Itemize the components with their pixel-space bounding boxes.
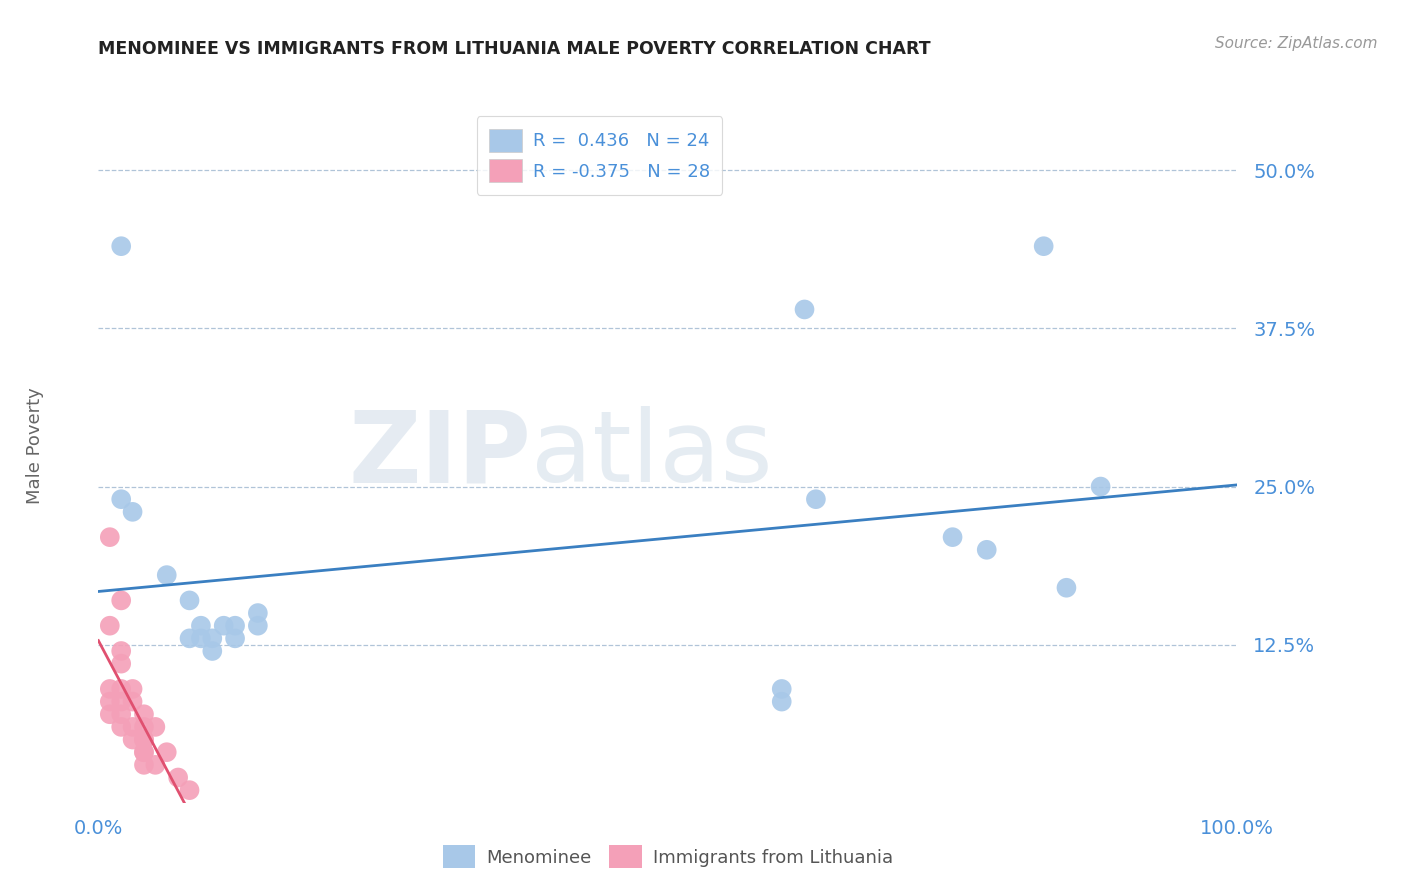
- Point: [212, 618, 235, 632]
- Point: [98, 695, 121, 709]
- Point: [246, 618, 269, 632]
- Point: [132, 757, 155, 772]
- Point: [110, 681, 132, 696]
- Point: [224, 618, 246, 632]
- Point: [179, 783, 201, 797]
- Point: [121, 720, 143, 734]
- Point: [110, 593, 132, 607]
- Point: [804, 492, 827, 507]
- Point: [1032, 239, 1054, 253]
- Point: [942, 530, 965, 544]
- Point: [224, 632, 246, 646]
- Point: [110, 657, 132, 671]
- Point: [132, 720, 155, 734]
- Point: [156, 745, 179, 759]
- Point: [201, 632, 224, 646]
- Point: [110, 644, 132, 658]
- Point: [121, 505, 143, 519]
- Point: [1054, 581, 1078, 595]
- Point: [121, 732, 143, 747]
- Point: [132, 732, 155, 747]
- Point: [246, 606, 269, 620]
- Point: [110, 695, 132, 709]
- Text: atlas: atlas: [531, 407, 773, 503]
- Point: [132, 707, 155, 722]
- Point: [1090, 479, 1112, 493]
- Point: [132, 732, 155, 747]
- Point: [132, 745, 155, 759]
- Point: [110, 492, 132, 507]
- Point: [145, 757, 167, 772]
- Point: [110, 239, 132, 253]
- Point: [167, 771, 190, 785]
- Point: [179, 593, 201, 607]
- Text: ZIP: ZIP: [349, 407, 531, 503]
- Legend: Menominee, Immigrants from Lithuania: Menominee, Immigrants from Lithuania: [434, 836, 901, 877]
- Point: [770, 695, 793, 709]
- Point: [98, 618, 121, 632]
- Point: [98, 530, 121, 544]
- Text: Source: ZipAtlas.com: Source: ZipAtlas.com: [1215, 36, 1378, 51]
- Point: [98, 707, 121, 722]
- Point: [98, 681, 121, 696]
- Point: [132, 745, 155, 759]
- Point: [190, 618, 212, 632]
- Point: [179, 632, 201, 646]
- Text: Male Poverty: Male Poverty: [27, 388, 44, 504]
- Point: [156, 568, 179, 582]
- Text: MENOMINEE VS IMMIGRANTS FROM LITHUANIA MALE POVERTY CORRELATION CHART: MENOMINEE VS IMMIGRANTS FROM LITHUANIA M…: [98, 40, 931, 58]
- Point: [201, 644, 224, 658]
- Point: [190, 632, 212, 646]
- Point: [145, 720, 167, 734]
- Point: [793, 302, 815, 317]
- Point: [121, 681, 143, 696]
- Point: [110, 720, 132, 734]
- Point: [121, 695, 143, 709]
- Point: [110, 707, 132, 722]
- Point: [976, 542, 998, 557]
- Point: [770, 681, 793, 696]
